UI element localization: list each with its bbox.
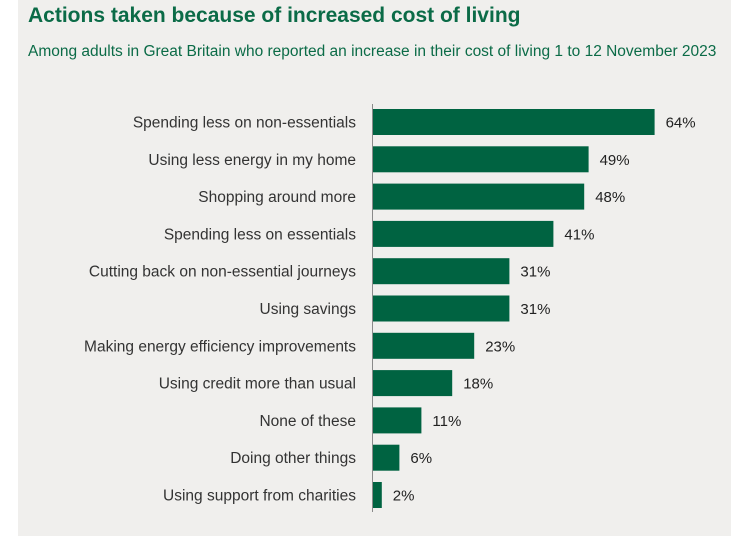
page-margin — [0, 0, 18, 536]
category-label: Cutting back on non-essential journeys — [89, 264, 356, 281]
bar — [373, 183, 585, 210]
bar — [373, 146, 589, 173]
value-label: 49% — [600, 152, 630, 169]
category-label: Using credit more than usual — [159, 376, 356, 393]
bar — [373, 370, 453, 397]
value-label: 31% — [520, 264, 550, 281]
bar — [373, 220, 554, 247]
value-label: 6% — [410, 450, 432, 467]
value-label: 31% — [520, 301, 550, 318]
category-label: Making energy efficiency improvements — [84, 338, 356, 355]
chart-subtitle: Among adults in Great Britain who report… — [28, 43, 717, 60]
bar — [373, 482, 382, 508]
bar — [373, 332, 475, 359]
value-label: 41% — [564, 226, 594, 243]
category-label: Using support from charities — [163, 488, 356, 505]
value-label: 2% — [393, 488, 415, 505]
bar — [373, 258, 510, 285]
bar — [373, 444, 400, 471]
category-label: Doing other things — [230, 450, 356, 467]
bar — [373, 109, 655, 135]
category-label: Using savings — [260, 301, 357, 318]
value-label: 48% — [595, 189, 625, 206]
bar — [373, 407, 422, 434]
category-label: Shopping around more — [198, 189, 356, 206]
value-label: 18% — [463, 376, 493, 393]
chart-title: Actions taken because of increased cost … — [28, 4, 521, 27]
category-label: None of these — [259, 413, 356, 430]
value-label: 64% — [666, 115, 696, 132]
bar — [373, 295, 510, 322]
value-label: 11% — [432, 413, 461, 430]
category-label: Spending less on essentials — [164, 226, 356, 243]
category-label: Spending less on non-essentials — [133, 115, 356, 132]
value-label: 23% — [485, 338, 515, 355]
category-label: Using less energy in my home — [148, 152, 356, 169]
